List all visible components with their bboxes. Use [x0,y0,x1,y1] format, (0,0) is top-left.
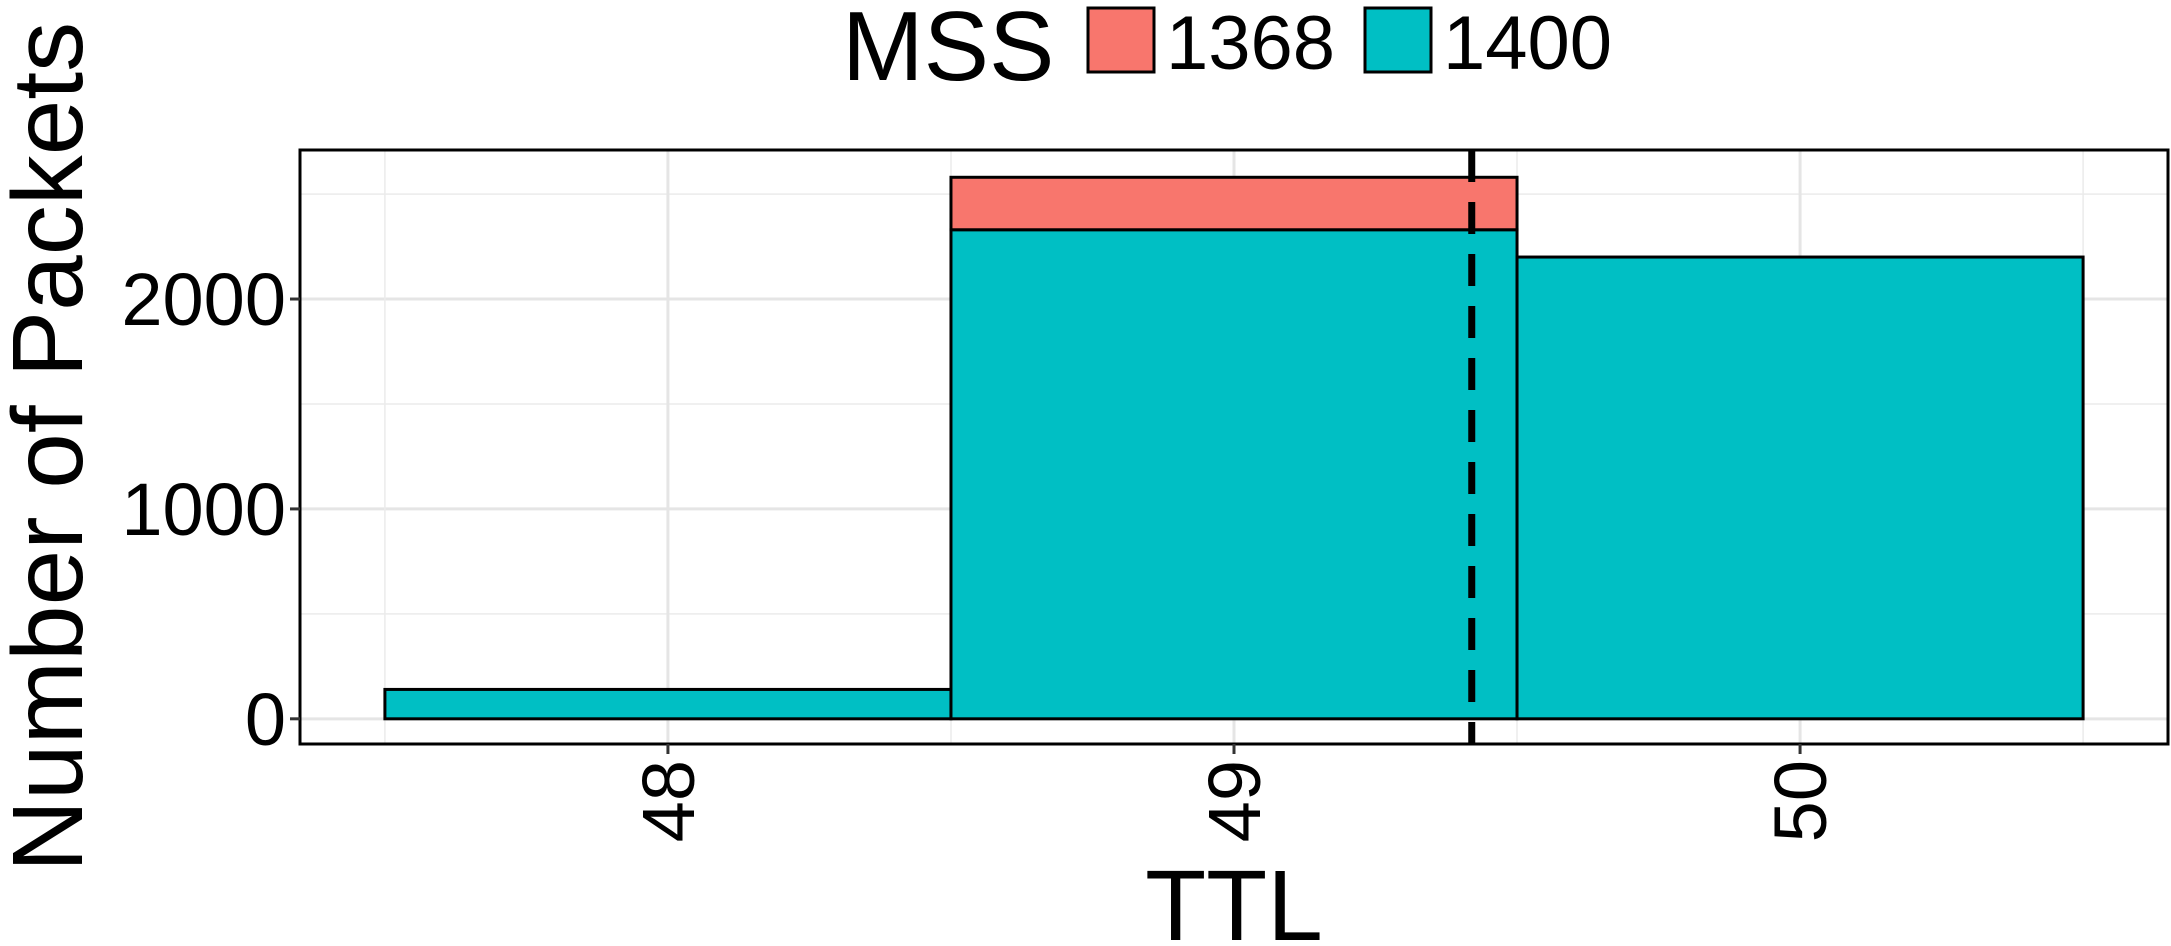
y-tick-label: 2000 [121,258,286,341]
x-tick-label: 49 [1193,760,1276,842]
bar-49-mss-1400 [949,228,1519,721]
y-tick-label: 0 [245,678,286,761]
legend: MSS 1368 1400 [842,0,1612,101]
bar-50-mss-1400 [1515,255,2085,721]
y-axis-title: Number of Packets [0,22,104,872]
legend-label-1400: 1400 [1443,1,1612,86]
legend-label-1368: 1368 [1166,1,1335,86]
bar-49-mss-1368 [949,175,1519,232]
bar-48-mss-1400 [383,687,953,721]
y-tick-label: 1000 [121,468,286,551]
x-tick-label: 50 [1759,760,1842,842]
x-axis: 48 49 50 [627,744,1842,842]
x-axis-title: TTL [1145,850,1323,946]
legend-key-1400 [1363,6,1433,74]
legend-title: MSS [842,0,1054,101]
y-axis: 0 1000 2000 [121,258,300,761]
x-tick-label: 48 [627,760,710,842]
bars [383,175,2085,721]
legend-key-1368 [1086,6,1156,74]
